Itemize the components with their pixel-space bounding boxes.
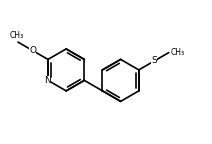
Text: CH₃: CH₃ <box>171 48 185 57</box>
Text: O: O <box>29 46 36 55</box>
Text: N: N <box>45 76 51 85</box>
Text: S: S <box>151 56 157 66</box>
Text: CH₃: CH₃ <box>9 31 23 40</box>
